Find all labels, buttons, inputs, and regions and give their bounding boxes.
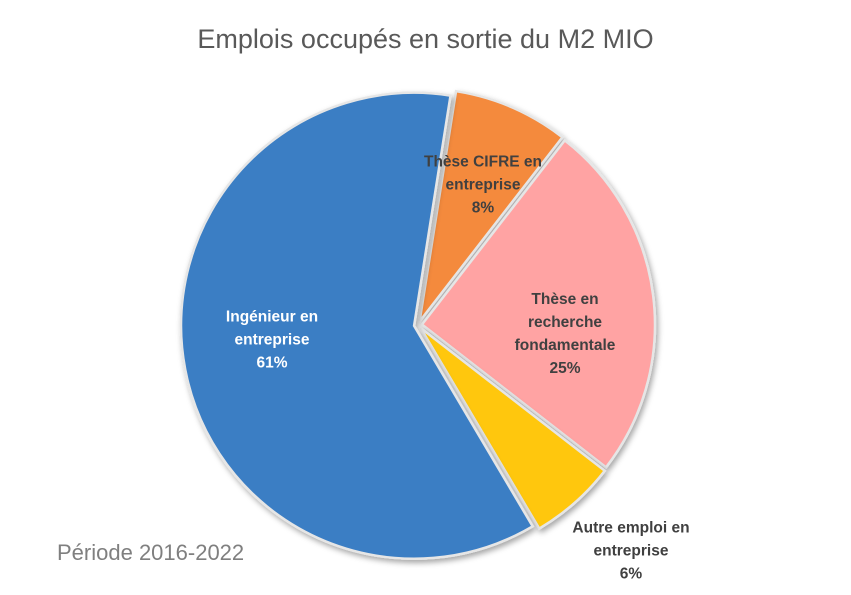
slice-label-these-recherche: Thèse en recherche fondamentale 25% <box>514 291 616 377</box>
slice-label-autre-emploi: Autre emploi en entreprise 6% <box>572 519 690 583</box>
slice-label-ingenieur: Ingénieur en entreprise 61% <box>225 308 319 372</box>
chart-title: Emplois occupés en sortie du M2 MIO <box>197 24 654 54</box>
pie-slice-0 <box>418 89 565 323</box>
pie-slice-3 <box>179 91 535 560</box>
pie-slice-2 <box>419 327 607 531</box>
period-footnote: Période 2016-2022 <box>57 540 245 565</box>
slice-label-these-cifre: Thèse CIFRE en entreprise 8% <box>424 153 542 217</box>
pie-slice-1 <box>420 138 657 470</box>
